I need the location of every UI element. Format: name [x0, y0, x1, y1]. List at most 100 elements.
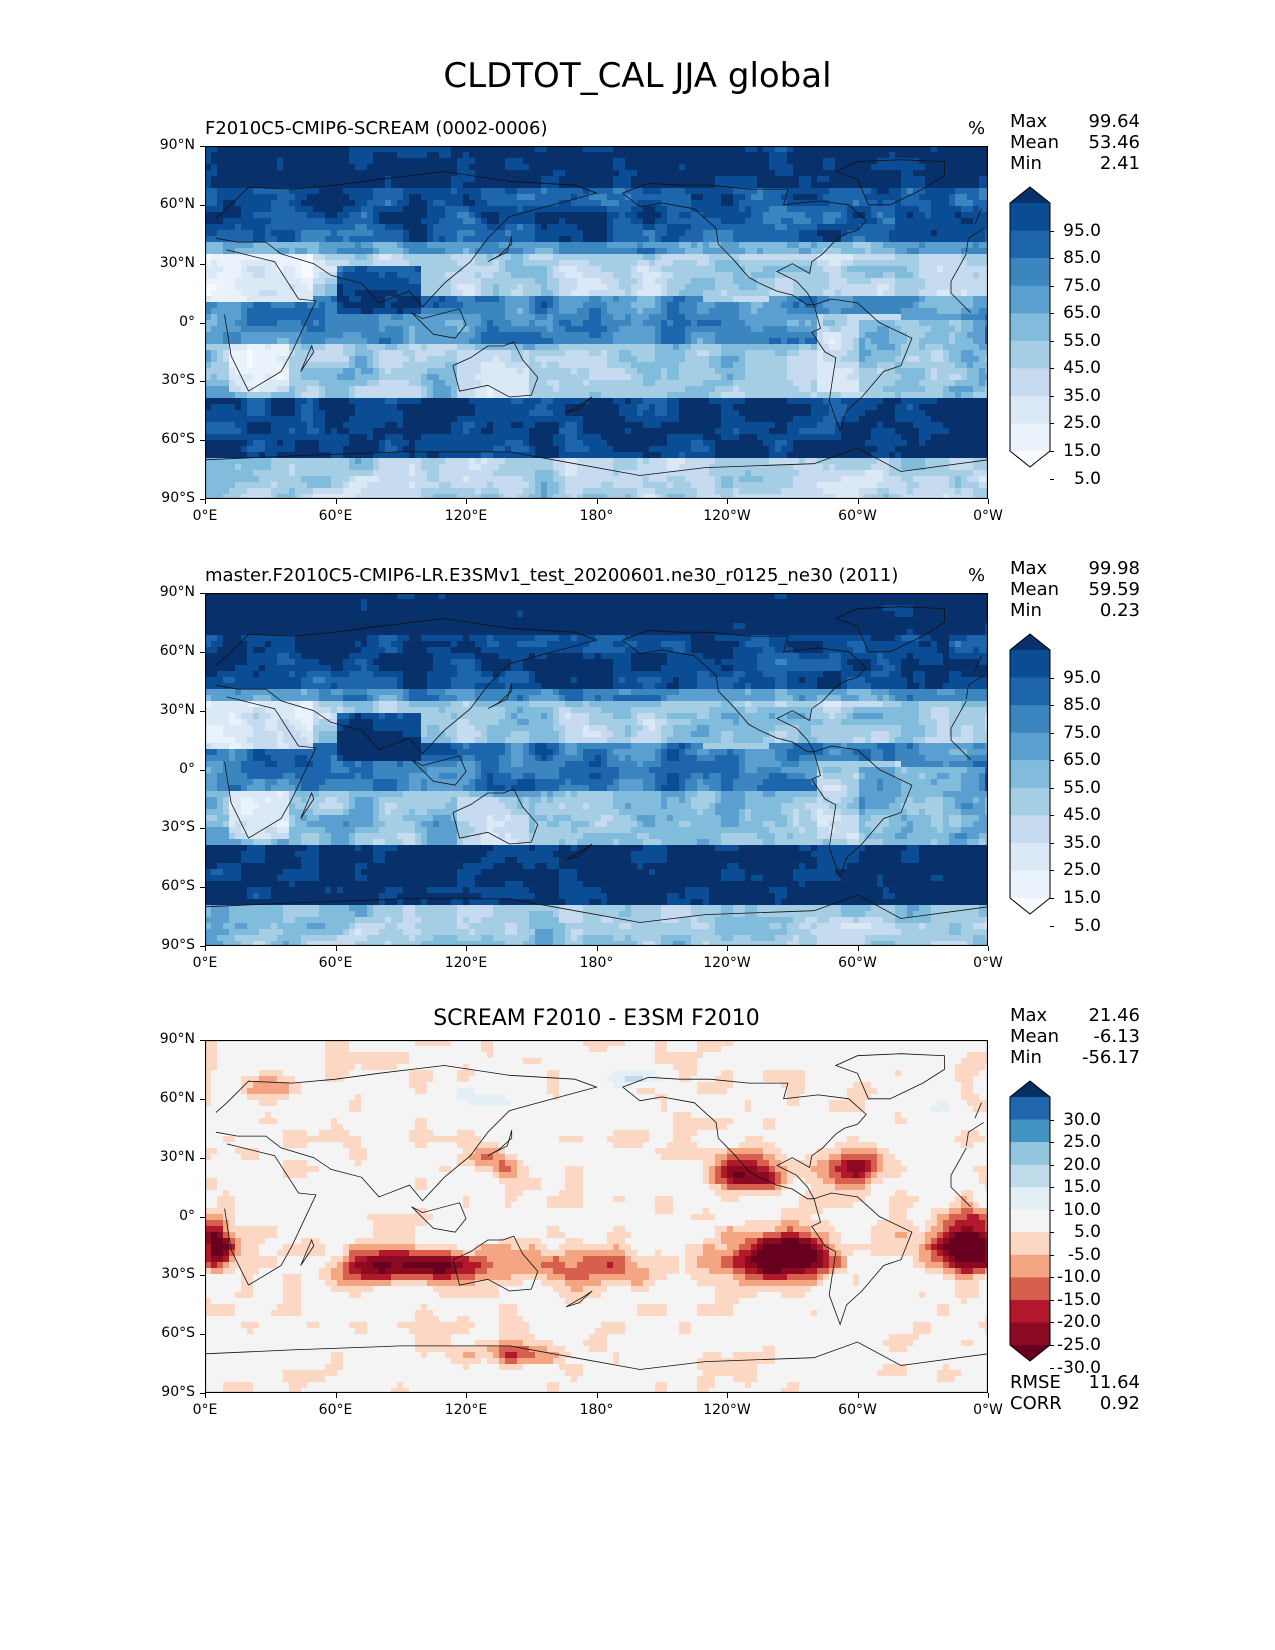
y-tick-mark [200, 1040, 205, 1041]
colorbar-tick [1050, 340, 1054, 342]
x-tick-label: 180° [567, 508, 627, 524]
x-tick-mark [596, 499, 598, 504]
stat-label: Mean [1010, 132, 1059, 154]
stat-value: 21.46 [1088, 1005, 1140, 1027]
colorbar-tick [1050, 258, 1054, 260]
figure-title: CLDTOT_CAL JJA global [0, 56, 1275, 96]
difference-map [205, 1040, 988, 1393]
colorbar-label: 15.0 [1051, 441, 1101, 461]
colorbar-tick [1050, 1299, 1054, 1301]
x-tick-label: 60°W [828, 955, 888, 971]
coastlines [205, 606, 988, 923]
x-tick-mark [596, 1393, 598, 1398]
colorbar-tick [1050, 1322, 1054, 1324]
colorbar-label: 45.0 [1051, 805, 1101, 825]
panel-title: F2010C5-CMIP6-SCREAM (0002-0006) [205, 118, 547, 139]
panel-title: master.F2010C5-CMIP6-LR.E3SMv1_test_2020… [205, 565, 898, 586]
units-label: % [968, 565, 985, 586]
x-tick-label: 120°E [436, 1402, 496, 1418]
y-tick-mark [200, 1157, 205, 1159]
colorbar-tick [1050, 1232, 1054, 1234]
y-tick-label: 60°N [135, 1090, 195, 1106]
x-tick-label: 120°W [697, 955, 757, 971]
x-tick-mark [205, 946, 206, 951]
colorbar-tick [1050, 1254, 1054, 1256]
x-tick-label: 120°W [697, 1402, 757, 1418]
colorbar-tick [1050, 368, 1054, 370]
stat-value: -56.17 [1082, 1047, 1140, 1069]
stat-label: CORR [1010, 1393, 1062, 1415]
stat-min: Min -56.17 [1010, 1047, 1140, 1069]
stat-label: Min [1010, 153, 1042, 175]
x-tick-mark [988, 1393, 989, 1398]
x-tick-label: 0°E [175, 508, 235, 524]
colorbar-tick [1050, 451, 1054, 452]
y-tick-mark [200, 381, 205, 383]
colorbar-label: 25.0 [1051, 860, 1101, 880]
colorbar-tick [1050, 1277, 1054, 1279]
y-tick-mark [200, 1216, 205, 1218]
stat-label: Max [1010, 558, 1047, 580]
x-tick-label: 60°E [306, 508, 366, 524]
x-tick-mark [466, 499, 467, 504]
colorbar-tick [1050, 898, 1054, 899]
y-tick-mark [200, 1334, 205, 1336]
colorbar-tick [1050, 732, 1054, 734]
colorbar-label: -30.0 [1051, 1358, 1101, 1378]
colorbar-label: 30.0 [1051, 1110, 1101, 1130]
x-tick-mark [335, 1393, 337, 1398]
x-tick-label: 0°E [175, 1402, 235, 1418]
stat-max: Max 21.46 [1010, 1005, 1140, 1027]
colorbar-label: 5.0 [1051, 1222, 1101, 1242]
y-tick-label: 30°S [135, 1266, 195, 1282]
colorbar-tick [1050, 478, 1054, 480]
x-tick-label: 120°E [436, 955, 496, 971]
cloud-fraction-map [205, 146, 988, 499]
y-tick-label: 90°S [135, 1384, 195, 1400]
y-tick-label: 60°S [135, 878, 195, 894]
stat-value: 2.41 [1100, 153, 1140, 175]
y-tick-mark [200, 146, 205, 147]
y-tick-label: 30°N [135, 1149, 195, 1165]
colorbar-label: 25.0 [1051, 1132, 1101, 1152]
stat-label: Max [1010, 111, 1047, 133]
y-tick-mark [200, 887, 205, 889]
x-tick-mark [205, 1393, 206, 1398]
x-tick-label: 60°E [306, 955, 366, 971]
colorbar-tick [1050, 842, 1054, 844]
colorbar [1009, 633, 1051, 915]
stat-mean: Mean -6.13 [1010, 1026, 1140, 1048]
stat-min: Min 2.41 [1010, 153, 1140, 175]
stat-label: Mean [1010, 579, 1059, 601]
colorbar-tick [1050, 705, 1054, 707]
colorbar-label: -5.0 [1051, 1245, 1101, 1265]
colorbar-tick [1050, 1209, 1054, 1211]
contour-field [205, 1040, 988, 1393]
colorbar-tick [1050, 677, 1054, 679]
x-tick-mark [596, 946, 598, 951]
colorbar-label: 95.0 [1051, 221, 1101, 241]
y-tick-label: 60°N [135, 643, 195, 659]
y-tick-mark [200, 322, 205, 324]
y-tick-label: 60°N [135, 196, 195, 212]
y-tick-mark [200, 1393, 205, 1394]
colorbar-label: 20.0 [1051, 1155, 1101, 1175]
colorbar-tick [1050, 230, 1054, 232]
y-tick-mark [200, 710, 205, 712]
colorbar-tick [1050, 1367, 1054, 1369]
stat-value: -6.13 [1093, 1026, 1140, 1048]
colorbar-label: 55.0 [1051, 331, 1101, 351]
stat-value: 0.23 [1100, 600, 1140, 622]
x-tick-mark [857, 946, 859, 951]
y-tick-label: 90°S [135, 490, 195, 506]
stat-rmse: RMSE 11.64 [1010, 1372, 1140, 1394]
colorbar-tick [1050, 870, 1054, 872]
colorbar-label: 45.0 [1051, 358, 1101, 378]
colorbar-label: 35.0 [1051, 833, 1101, 853]
x-tick-mark [466, 1393, 467, 1398]
colorbar-label: 55.0 [1051, 778, 1101, 798]
y-tick-mark [200, 651, 205, 653]
x-tick-label: 0°W [958, 1402, 1018, 1418]
y-tick-label: 90°N [135, 584, 195, 600]
colorbar-label: 85.0 [1051, 695, 1101, 715]
